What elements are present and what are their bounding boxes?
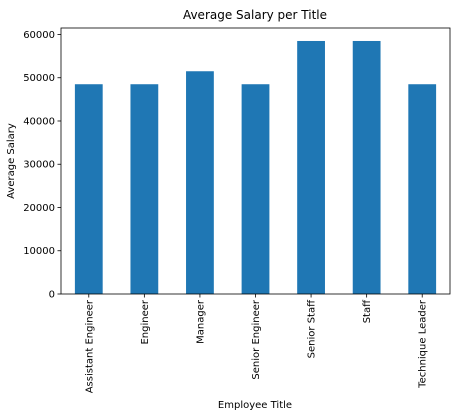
bar	[352, 40, 381, 295]
y-axis-label: Average Salary	[6, 123, 17, 199]
x-tick-label: Staff	[362, 299, 373, 323]
bar	[408, 84, 437, 294]
chart-title: Average Salary per Title	[183, 8, 327, 22]
bar	[297, 40, 325, 295]
bar	[241, 84, 270, 294]
x-axis-label: Employee Title	[218, 400, 292, 411]
plot-area: Assistant Engineer Engineer Manager Senior …	[23, 27, 451, 393]
x-tick-label: Manager	[195, 299, 206, 344]
x-tick-label: Assistant Engineer	[84, 299, 95, 393]
x-tick-label: Technique Leader	[418, 299, 429, 389]
x-tick-label: Senior Staff	[307, 299, 318, 358]
y-tick-label: 20000	[23, 203, 55, 214]
y-tick-label: 0	[49, 290, 55, 301]
y-tick-label: 50000	[23, 73, 55, 84]
bar	[130, 84, 159, 294]
x-tick-label: Senior Engineer	[251, 299, 262, 379]
y-tick-label: 60000	[23, 30, 55, 41]
y-tick-label: 10000	[23, 246, 55, 257]
x-tick-label: Engineer	[140, 299, 151, 344]
bar	[74, 84, 103, 294]
y-tick-label: 30000	[23, 160, 55, 171]
bar	[186, 71, 214, 294]
y-tick-label: 40000	[23, 116, 55, 127]
axes-frame	[60, 27, 451, 295]
